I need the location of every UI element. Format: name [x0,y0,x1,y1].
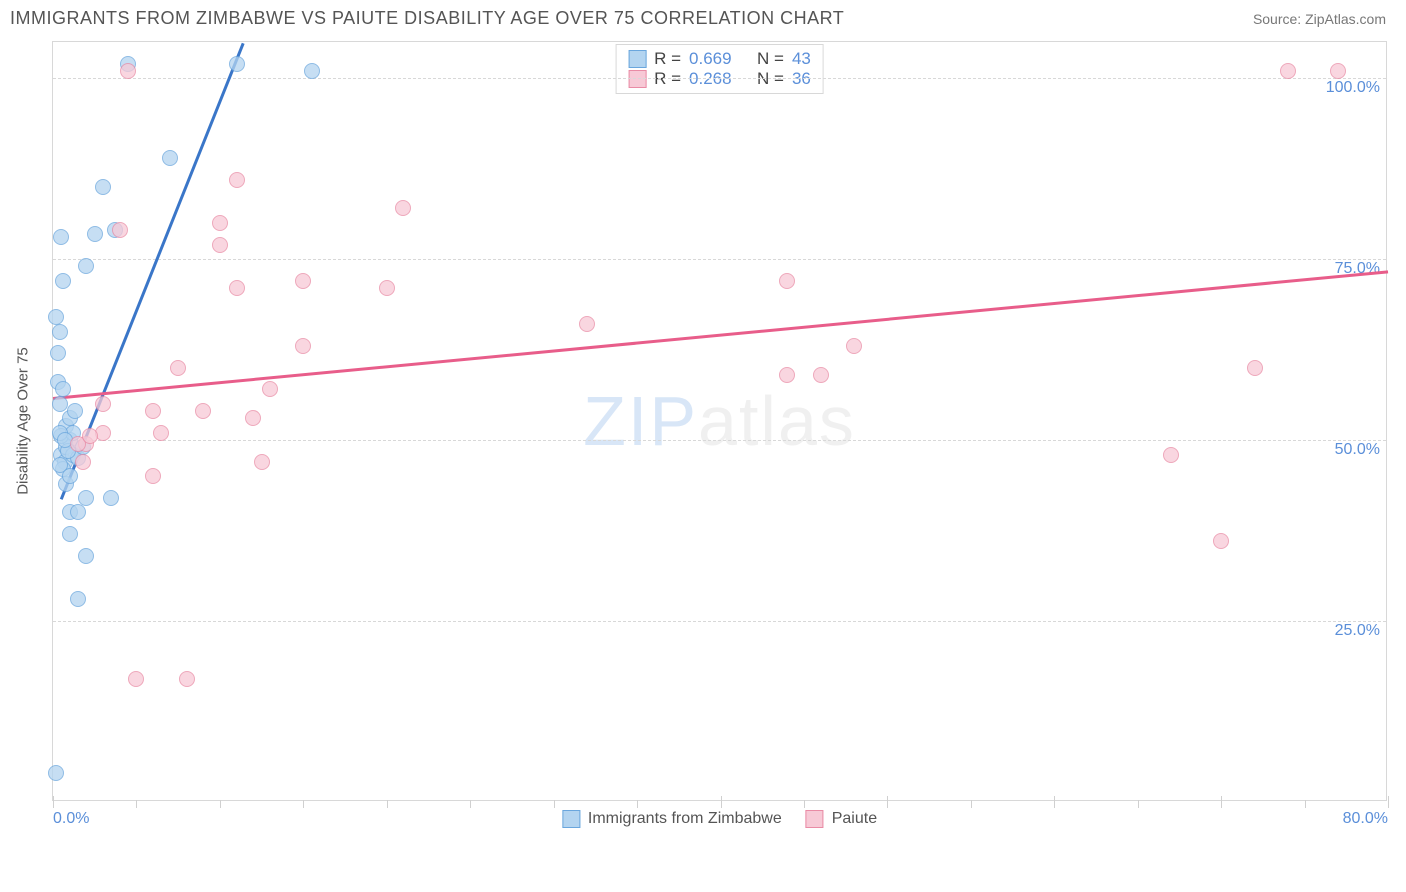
watermark: ZIPatlas [583,381,856,461]
xtick [887,796,888,808]
trend-line [53,270,1388,399]
data-point [55,381,71,397]
y-axis-label: Disability Age Over 75 [15,347,32,495]
data-point [245,410,261,426]
xtick [554,800,555,808]
data-point [78,548,94,564]
legend-swatch-1 [562,810,580,828]
xtick-label: 0.0% [53,810,89,828]
data-point [70,591,86,607]
data-point [48,765,64,781]
xtick [303,800,304,808]
data-point [295,273,311,289]
data-point [262,381,278,397]
legend-item-2: Paiute [806,810,877,828]
data-point [95,396,111,412]
data-point [1330,63,1346,79]
xtick [1388,796,1389,808]
data-point [195,403,211,419]
xtick [1138,800,1139,808]
data-point [1247,360,1263,376]
xtick [804,800,805,808]
data-point [87,226,103,242]
ytick-label: 25.0% [1335,622,1380,640]
data-point [112,222,128,238]
xtick-label: 80.0% [1343,810,1388,828]
data-point [229,56,245,72]
data-point [52,396,68,412]
data-point [75,454,91,470]
ytick-label: 50.0% [1335,441,1380,459]
data-point [295,338,311,354]
swatch-series-1 [628,50,646,68]
data-point [48,309,64,325]
gridline-h [53,440,1386,441]
legend-swatch-2 [806,810,824,828]
xtick [1221,796,1222,808]
chart-header: IMMIGRANTS FROM ZIMBABWE VS PAIUTE DISAB… [0,0,1406,33]
data-point [395,200,411,216]
legend-item-1: Immigrants from Zimbabwe [562,810,782,828]
xtick [53,796,54,808]
data-point [1163,447,1179,463]
data-point [103,490,119,506]
data-point [70,504,86,520]
source-credit: Source: ZipAtlas.com [1253,11,1386,27]
data-point [145,468,161,484]
chart-title: IMMIGRANTS FROM ZIMBABWE VS PAIUTE DISAB… [10,8,844,29]
data-point [179,671,195,687]
xtick [1054,796,1055,808]
data-point [304,63,320,79]
xtick [136,800,137,808]
chart-wrapper: ZIPatlas Disability Age Over 75 R = 0.66… [10,33,1396,833]
data-point [78,490,94,506]
xtick [637,800,638,808]
data-point [813,367,829,383]
xtick [1305,800,1306,808]
xtick [220,800,221,808]
data-point [95,179,111,195]
data-point [55,273,71,289]
data-point [67,403,83,419]
data-point [1213,533,1229,549]
data-point [779,273,795,289]
data-point [162,150,178,166]
plot-area: ZIPatlas Disability Age Over 75 R = 0.66… [52,41,1387,801]
data-point [78,258,94,274]
xtick [387,800,388,808]
data-point [82,428,98,444]
xtick [971,800,972,808]
data-point [145,403,161,419]
data-point [579,316,595,332]
xtick [470,800,471,808]
data-point [212,237,228,253]
data-point [53,229,69,245]
gridline-h [53,78,1386,79]
data-point [254,454,270,470]
data-point [120,63,136,79]
data-point [779,367,795,383]
data-point [62,468,78,484]
xtick [721,796,722,808]
data-point [846,338,862,354]
data-point [62,526,78,542]
stats-legend: R = 0.669 N = 43 R = 0.268 N = 36 [615,44,824,94]
gridline-h [53,259,1386,260]
data-point [1280,63,1296,79]
bottom-legend: Immigrants from Zimbabwe Paiute [562,810,877,828]
ytick-label: 100.0% [1326,79,1380,97]
data-point [379,280,395,296]
data-point [229,280,245,296]
data-point [229,172,245,188]
data-point [212,215,228,231]
data-point [153,425,169,441]
data-point [52,324,68,340]
data-point [128,671,144,687]
data-point [170,360,186,376]
data-point [50,345,66,361]
stats-row-series-1: R = 0.669 N = 43 [628,49,811,69]
gridline-h [53,621,1386,622]
